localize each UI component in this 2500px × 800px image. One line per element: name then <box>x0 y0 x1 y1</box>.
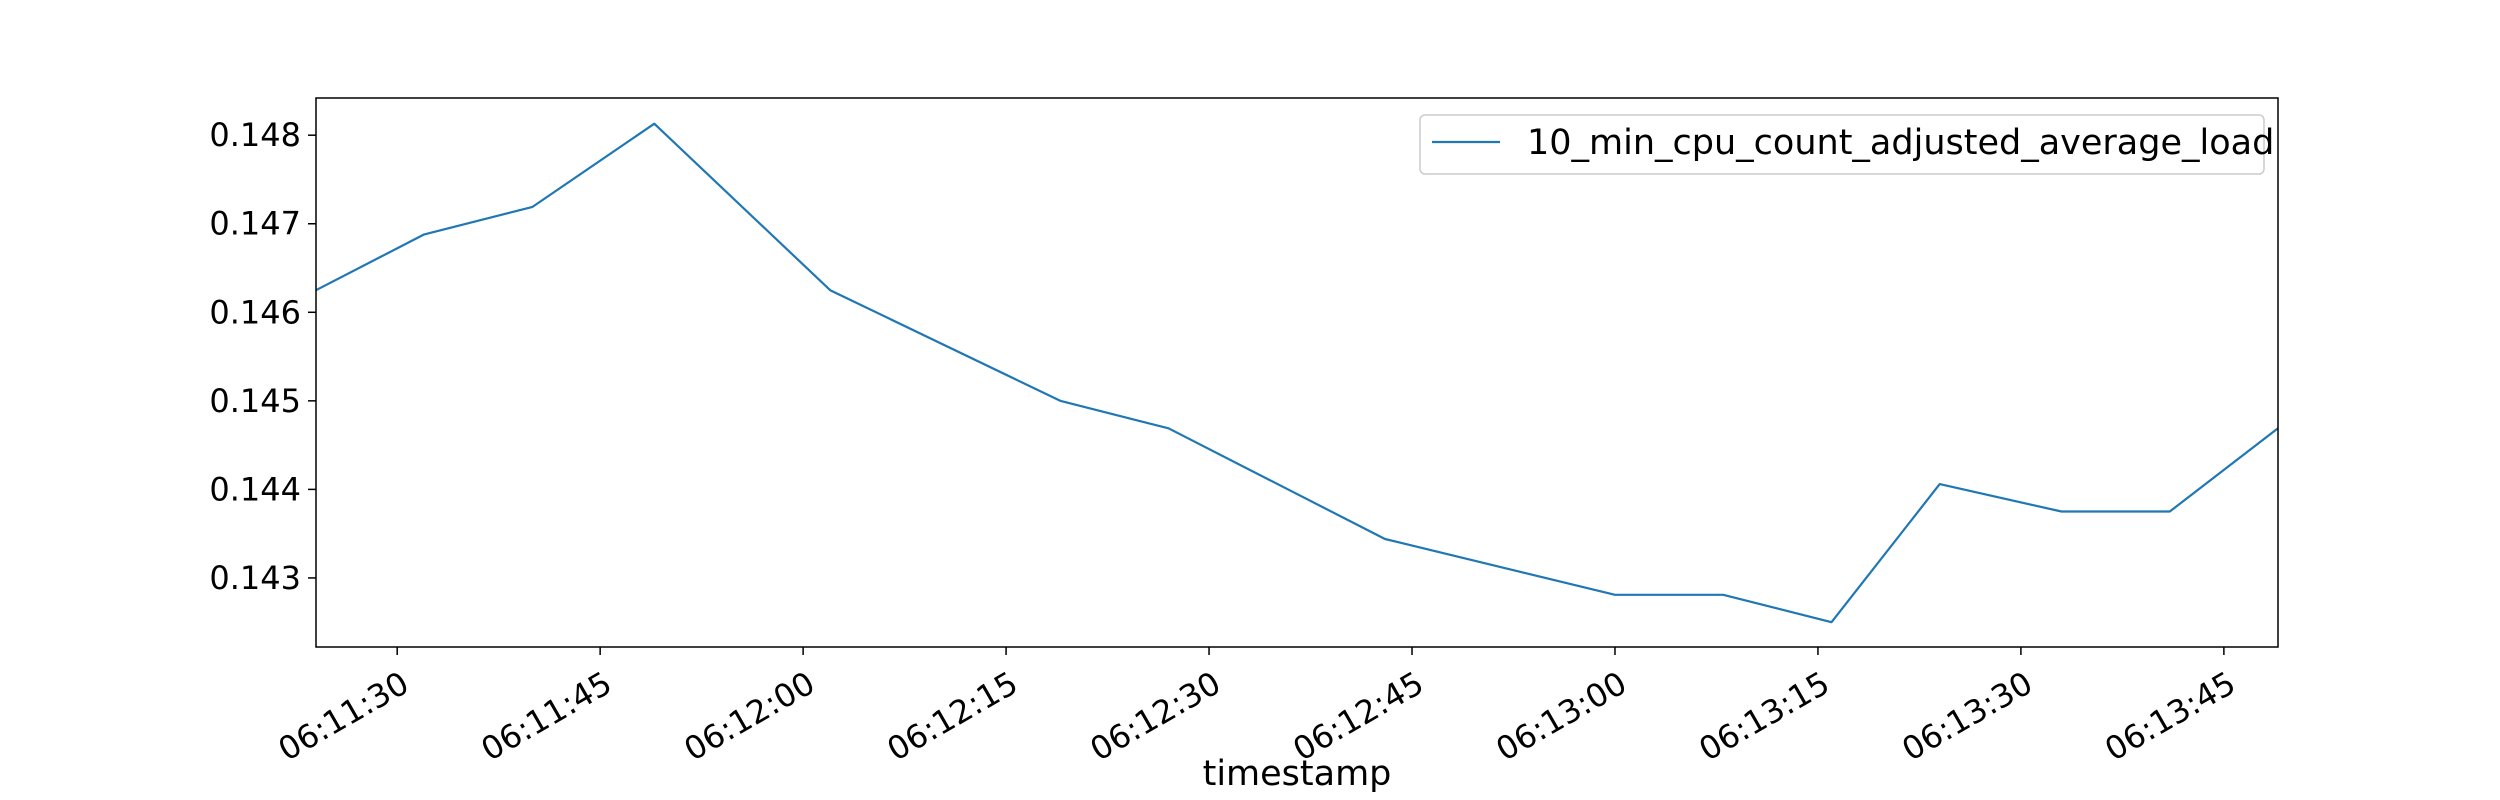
y-tick-label: 0.143 <box>209 559 301 597</box>
x-axis-title: timestamp <box>1203 754 1392 794</box>
legend-label: 10_min_cpu_count_adjusted_average_load <box>1527 123 2274 163</box>
y-tick-label: 0.147 <box>209 205 301 243</box>
y-tick-label: 0.146 <box>209 293 301 331</box>
x-tick-label: 06:11:30 <box>272 664 415 769</box>
plot-area-frame <box>315 97 2279 648</box>
series-layer <box>315 122 2279 624</box>
y-axis-ticks: 0.143 0.144 0.145 0.146 0.147 0.148 <box>209 116 316 597</box>
y-tick-label: 0.148 <box>209 116 301 154</box>
x-tick-label: 06:12:00 <box>678 664 821 769</box>
legend: 10_min_cpu_count_adjusted_average_load <box>1419 114 2274 175</box>
y-tick-label: 0.145 <box>209 382 301 420</box>
legend-box <box>1419 114 2265 175</box>
x-tick-label: 06:11:45 <box>475 664 618 769</box>
x-tick-label: 06:12:45 <box>1287 664 1430 769</box>
y-tick-label: 0.144 <box>209 470 301 508</box>
x-tick-label: 06:13:15 <box>1692 664 1835 769</box>
x-axis-ticks: 06:11:30 06:11:45 06:12:00 06:12:15 06:12:30… <box>272 647 2242 769</box>
x-tick-label: 06:12:30 <box>1084 664 1227 769</box>
x-tick-label: 06:13:00 <box>1490 664 1633 769</box>
series-line <box>315 122 2279 624</box>
x-tick-label: 06:13:30 <box>1895 664 2038 769</box>
x-tick-label: 06:12:15 <box>881 664 1024 769</box>
x-tick-label: 06:13:45 <box>2098 664 2241 769</box>
